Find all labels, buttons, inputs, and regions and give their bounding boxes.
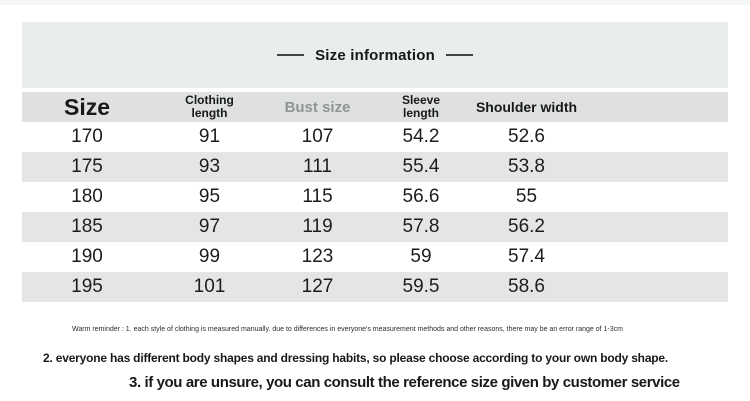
table-header-row: Size Clothing length Bust size Sleeve le… <box>22 92 728 122</box>
clothing-length-value: 95 <box>198 186 221 207</box>
shoulder-width-value: 56.2 <box>508 216 545 237</box>
sleeve-length-value: 56.6 <box>402 186 440 207</box>
bust-size-value: 123 <box>301 246 334 267</box>
table-row-170: 170 91 107 54.2 52.6 <box>22 122 728 152</box>
table-row-195: 195 101 127 59.5 58.6 <box>22 272 728 302</box>
column-header-bust-size: Bust size <box>284 98 351 116</box>
sleeve-length-value: 59 <box>410 246 432 267</box>
clothing-length-value: 97 <box>198 216 221 237</box>
bust-size-value: 111 <box>303 156 332 177</box>
top-edge-strip <box>0 0 750 5</box>
column-header-size: Size <box>63 93 111 120</box>
size-table: Size Clothing length Bust size Sleeve le… <box>22 92 728 302</box>
shoulder-width-value: 55 <box>515 186 538 207</box>
clothing-length-value: 93 <box>198 156 221 177</box>
size-value: 190 <box>71 246 103 267</box>
shoulder-width-value: 53.8 <box>508 156 545 177</box>
title-left-dash <box>277 54 305 56</box>
sleeve-length-value: 54.2 <box>402 126 440 147</box>
column-header-shoulder-width: Shoulder width <box>475 99 578 115</box>
table-row-175: 175 93 111 55.4 53.8 <box>22 152 728 182</box>
table-row-190: 190 99 123 59 57.4 <box>22 242 728 272</box>
sleeve-length-value: 57.8 <box>402 216 440 237</box>
shoulder-width-value: 58.6 <box>508 276 545 297</box>
column-header-sleeve-length-line2: length <box>403 106 439 120</box>
table-row-180: 180 95 115 56.6 55 <box>22 182 728 212</box>
shoulder-width-value: 52.6 <box>508 126 545 147</box>
size-value: 180 <box>71 186 103 207</box>
bust-size-value: 107 <box>301 126 334 147</box>
bust-size-value: 127 <box>301 276 334 297</box>
size-value: 175 <box>71 156 103 177</box>
sleeve-length-value: 59.5 <box>402 276 440 297</box>
bust-size-value: 119 <box>302 216 333 237</box>
size-value: 195 <box>71 276 103 297</box>
size-info-title-panel: Size information <box>22 22 728 88</box>
page-title: Size information <box>315 46 435 64</box>
size-value: 170 <box>71 126 103 147</box>
table-row-185: 185 97 119 57.8 56.2 <box>22 212 728 242</box>
column-header-sleeve-length: Sleeve length <box>368 94 474 120</box>
warm-reminder-note: Warm reminder : 1. each style of clothin… <box>72 326 623 333</box>
clothing-length-value: 101 <box>193 276 226 297</box>
customer-service-note: 3. if you are unsure, you can consult th… <box>129 374 680 391</box>
clothing-length-value: 99 <box>198 246 221 267</box>
clothing-length-value: 91 <box>198 126 221 147</box>
title-right-dash <box>445 54 473 56</box>
body-shape-note: 2. everyone has different body shapes an… <box>43 351 669 365</box>
shoulder-width-value: 57.4 <box>508 246 545 267</box>
column-header-clothing-length: Clothing length <box>152 94 267 120</box>
column-header-sleeve-length-line1: Sleeve <box>401 93 441 107</box>
bust-size-value: 115 <box>302 186 333 207</box>
sleeve-length-value: 55.4 <box>402 156 440 177</box>
size-value: 185 <box>71 216 103 237</box>
column-header-clothing-length-line2: length <box>191 106 228 120</box>
column-header-clothing-length-line1: Clothing <box>185 93 234 107</box>
